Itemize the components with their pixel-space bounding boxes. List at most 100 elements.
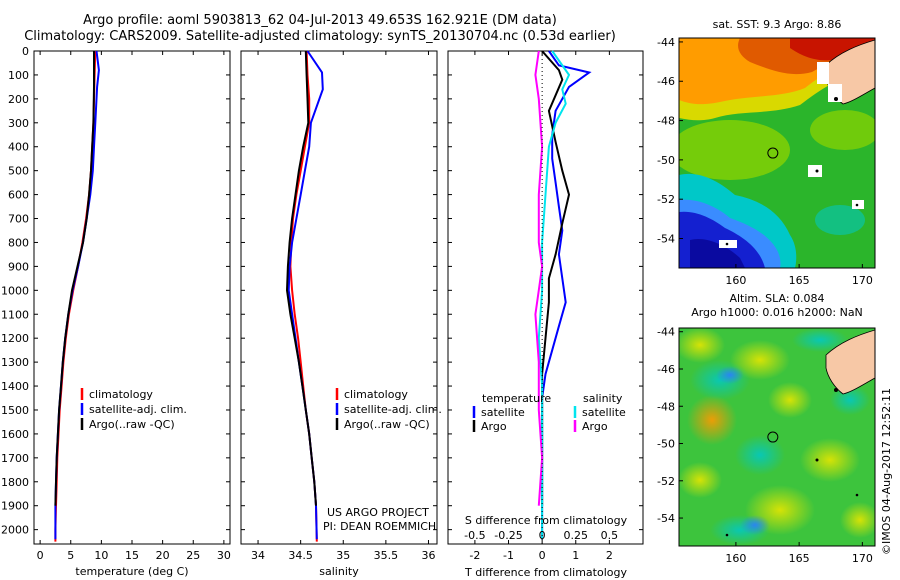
x-tick-label: 1 <box>572 549 579 562</box>
sst-map <box>679 38 875 268</box>
map-y-tick-label: -52 <box>657 193 675 206</box>
y-tick-label: 1600 <box>1 428 29 441</box>
map-x-tick-label: 165 <box>789 552 810 565</box>
x-tick-label: 35 <box>336 549 350 562</box>
x-tick-label: -1 <box>503 549 514 562</box>
y-tick-label: 900 <box>8 260 29 273</box>
map-y-tick-label: -46 <box>657 363 675 376</box>
x-tick-label: 10 <box>94 549 108 562</box>
series-line-temperature-argo <box>541 50 571 506</box>
y-tick-label: 1800 <box>1 476 29 489</box>
y-tick-label: 1200 <box>1 332 29 345</box>
axes-frame-temperature <box>33 50 231 545</box>
axes-frame-salinity <box>240 50 438 545</box>
y-tick-label: 1900 <box>1 500 29 513</box>
x-tick-label: 20 <box>156 549 170 562</box>
legend-label: satellite-adj. clim. <box>89 403 187 416</box>
y-tick-label: 1700 <box>1 452 29 465</box>
map-y-tick-label: -44 <box>657 36 675 49</box>
annotation-pi: PI: DEAN ROEMMICH <box>323 520 436 533</box>
map-y-tick-label: -46 <box>657 75 675 88</box>
x-tick-label: 35.5 <box>374 549 399 562</box>
legend-title: temperature <box>482 392 551 405</box>
y-tick-label: 700 <box>8 213 29 226</box>
series-line-argo-raw-qc- <box>285 50 317 506</box>
x-axis-label: salinity <box>319 565 359 578</box>
sla-map <box>679 328 875 546</box>
y-tick-label: 2000 <box>1 524 29 537</box>
title-line-2: Climatology: CARS2009. Satellite-adjuste… <box>24 29 616 44</box>
legend-label: satellite <box>481 406 525 419</box>
y-tick-label: 600 <box>8 189 29 202</box>
map-y-tick-label: -48 <box>657 115 675 128</box>
map-x-tick-label: 165 <box>789 274 810 287</box>
series-line-salinity-argo <box>534 50 544 506</box>
x-tick-label: 2 <box>606 549 613 562</box>
legend-label: Argo(..raw -QC) <box>89 418 175 431</box>
map-y-tick-label: -50 <box>657 438 675 451</box>
axes-frame-difference <box>447 50 644 545</box>
timestamp-stamp: ©IMOS 04-Aug-2017 12:52:11 <box>880 388 893 555</box>
map-title-sst: sat. SST: 9.3 Argo: 8.86 <box>713 18 842 31</box>
x-tick-label: 15 <box>125 549 139 562</box>
x-tick-label: 34.5 <box>288 549 313 562</box>
map-y-tick-label: -44 <box>657 326 675 339</box>
x-tick-label: 0 <box>37 549 44 562</box>
x-tick-label: 25 <box>186 549 200 562</box>
y-tick-label: 300 <box>8 117 29 130</box>
map-y-tick-label: -50 <box>657 154 675 167</box>
s-tick-label: 0 <box>539 529 546 542</box>
map-frame-sla_map <box>678 327 876 547</box>
x-axis-label-top: S difference from climatology <box>465 514 628 527</box>
map-frame-sst_map <box>678 37 876 269</box>
y-tick-label: 1300 <box>1 356 29 369</box>
y-tick-label: 1500 <box>1 404 29 417</box>
argo-position-marker <box>767 431 779 443</box>
map-title-sla: Altim. SLA: 0.084 <box>729 292 824 305</box>
series-line-satellite-adj-clim- <box>287 50 324 540</box>
map-y-tick-label: -52 <box>657 475 675 488</box>
annotation-project: US ARGO PROJECT <box>327 506 429 519</box>
y-tick-label: 1000 <box>1 284 29 297</box>
s-tick-label: 0.5 <box>601 529 619 542</box>
s-tick-label: -0.25 <box>494 529 522 542</box>
series-line-argo-raw-qc- <box>54 51 95 506</box>
legend-title: salinity <box>583 392 623 405</box>
s-tick-label: -0.5 <box>464 529 485 542</box>
legend-label: Argo(..raw -QC) <box>344 418 430 431</box>
series-line-climatology <box>54 50 97 542</box>
legend-label: climatology <box>344 388 408 401</box>
x-axis-label: T difference from climatology <box>464 566 627 579</box>
legend-label: Argo <box>582 420 608 433</box>
x-tick-label: 30 <box>217 549 231 562</box>
map-y-tick-label: -54 <box>657 512 675 525</box>
x-tick-label: -2 <box>469 549 480 562</box>
y-tick-label: 200 <box>8 93 29 106</box>
legend-label: climatology <box>89 388 153 401</box>
map-y-tick-label: -48 <box>657 400 675 413</box>
y-tick-label: 1100 <box>1 308 29 321</box>
y-tick-label: 500 <box>8 165 29 178</box>
x-axis-label: temperature (deg C) <box>75 565 188 578</box>
legend-label: satellite-adj. clim. <box>344 403 442 416</box>
y-tick-label: 0 <box>22 45 29 58</box>
argo-position-marker <box>767 147 779 159</box>
y-tick-label: 100 <box>8 69 29 82</box>
y-tick-label: 800 <box>8 236 29 249</box>
legend-label: Argo <box>481 420 507 433</box>
legend-label: satellite <box>582 406 626 419</box>
x-tick-label: 36 <box>421 549 435 562</box>
x-tick-label: 5 <box>67 549 74 562</box>
map-x-tick-label: 160 <box>725 552 746 565</box>
s-tick-label: 0.25 <box>564 529 589 542</box>
y-tick-label: 400 <box>8 141 29 154</box>
map-subtitle-argo-h: Argo h1000: 0.016 h2000: NaN <box>691 306 863 319</box>
map-y-tick-label: -54 <box>657 233 675 246</box>
map-x-tick-label: 170 <box>852 274 873 287</box>
x-tick-label: 0 <box>539 549 546 562</box>
map-x-tick-label: 170 <box>852 552 873 565</box>
map-x-tick-label: 160 <box>725 274 746 287</box>
x-tick-label: 34 <box>251 549 265 562</box>
title-line-1: Argo profile: aoml 5903813_62 04-Jul-201… <box>83 13 557 28</box>
